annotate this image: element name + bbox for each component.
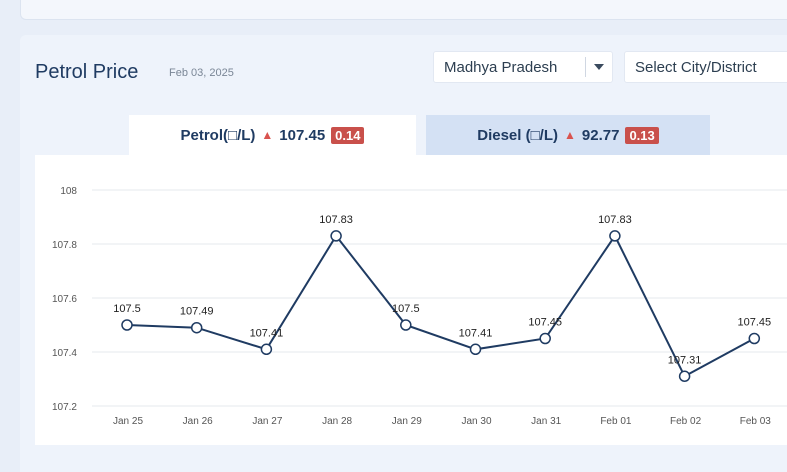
tab-diesel[interactable]: Diesel (□/L) ▲ 92.77 0.13 [426, 115, 710, 155]
data-point [400, 319, 412, 331]
x-tick-label: Jan 27 [252, 416, 282, 427]
data-label: 107.31 [668, 354, 702, 366]
tab-diesel-label: Diesel (□/L) [477, 126, 558, 144]
tab-petrol[interactable]: Petrol(□/L) ▲ 107.45 0.14 [129, 115, 416, 155]
y-tick-label: 107.6 [52, 294, 77, 305]
data-point [539, 332, 551, 345]
series-line [126, 233, 755, 378]
x-tick-label: Jan 28 [322, 416, 352, 427]
price-chart: 107.2 107.4 107.6 107.8 108 107.5 107.49 107.41… [35, 155, 787, 445]
data-label: 107.5 [392, 303, 420, 315]
top-panel-strip [20, 0, 787, 20]
change-badge: 0.13 [625, 126, 659, 144]
city-select[interactable]: Select City/District [624, 51, 787, 83]
data-point [260, 343, 273, 356]
price-card: Petrol Price Feb 03, 2025 Madhya Pradesh… [20, 35, 787, 472]
chevron-down-icon[interactable] [586, 64, 612, 70]
tab-diesel-price: 92.77 [581, 126, 620, 144]
page-title: Petrol Price [35, 61, 139, 83]
tab-petrol-price: 107.45 [279, 126, 326, 144]
select-divider [585, 57, 586, 77]
data-point [469, 343, 482, 356]
state-select[interactable]: Madhya Pradesh [433, 51, 613, 83]
data-label: 107.41 [459, 327, 493, 339]
data-point [330, 230, 342, 242]
x-tick-label: Jan 29 [392, 416, 422, 427]
data-label: 107.45 [737, 317, 771, 329]
up-arrow-icon: ▲ [564, 128, 576, 142]
change-badge: 0.14 [331, 126, 365, 144]
data-point [609, 230, 621, 242]
data-label: 107.41 [250, 327, 284, 339]
y-tick-label: 107.2 [52, 402, 77, 413]
x-tick-label: Jan 26 [183, 416, 213, 427]
data-label: 107.5 [113, 303, 141, 315]
up-arrow-icon: ▲ [261, 128, 274, 142]
y-tick-label: 108 [60, 186, 77, 197]
data-label: 107.49 [180, 306, 214, 318]
x-tick-label: Jan 25 [113, 416, 143, 427]
x-tick-label: Feb 01 [600, 416, 632, 427]
data-label: 107.45 [528, 317, 562, 329]
line-chart-svg: 107.2 107.4 107.6 107.8 108 107.5 107.49 107.41… [52, 186, 787, 427]
price-date: Feb 03, 2025 [169, 67, 234, 79]
data-label: 107.83 [319, 214, 353, 226]
data-point [678, 370, 691, 383]
data-point [190, 321, 203, 334]
y-tick-label: 107.4 [52, 348, 77, 359]
tab-petrol-label: Petrol(□/L) [180, 126, 256, 144]
data-point [121, 319, 133, 331]
x-tick-label: Feb 03 [740, 416, 772, 427]
state-select-value: Madhya Pradesh [444, 58, 558, 76]
city-select-placeholder: Select City/District [635, 58, 757, 76]
x-tick-label: Jan 31 [531, 416, 561, 427]
data-point [748, 332, 761, 345]
data-label: 107.83 [598, 214, 632, 226]
x-tick-label: Jan 30 [461, 416, 491, 427]
x-tick-label: Feb 02 [670, 416, 702, 427]
y-tick-label: 107.8 [52, 240, 77, 251]
